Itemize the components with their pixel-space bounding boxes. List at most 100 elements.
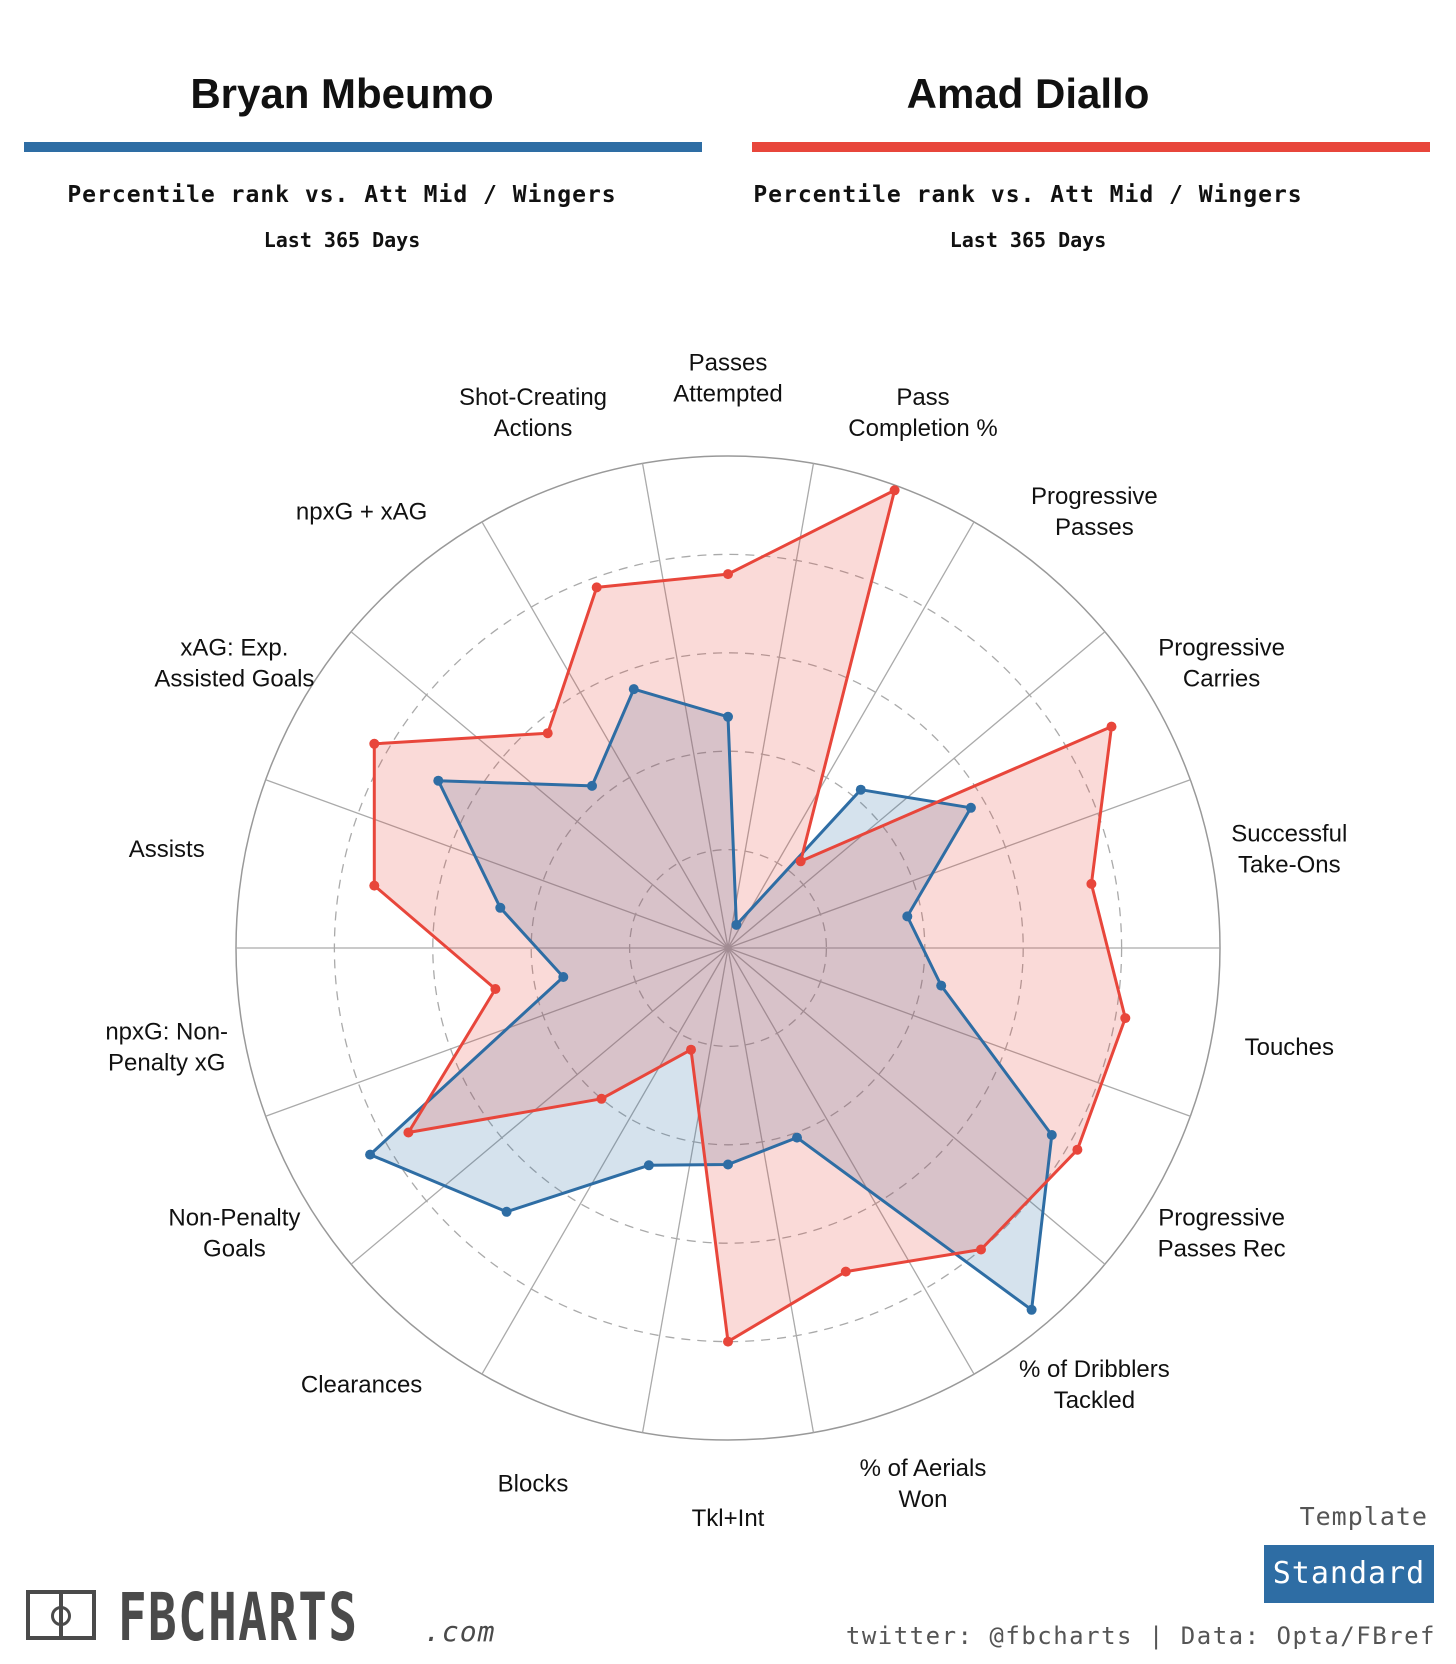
axis-label-line: Shot-Creating [459,384,607,411]
axis-label-line: Attempted [673,381,782,408]
axis-label-line: Goals [203,1236,266,1263]
series-point-1-2 [795,856,806,867]
radar-spoke [727,947,1191,1117]
right-player-name: Amad Diallo [906,70,1150,117]
axis-label-line: Pass [896,384,949,411]
axis-label-line: Tackled [1054,1387,1135,1414]
series-point-1-12 [403,1127,414,1138]
axis-label-line: Passes [689,350,768,377]
series-point-0-7 [1026,1304,1037,1315]
axis-label-line: Blocks [498,1471,569,1498]
axis-label: Pass Completion % [848,384,997,442]
axis-label: xAG: Exp. Assisted Goals [154,635,314,693]
series-point-1-6 [1072,1144,1083,1155]
radar-spoke [641,947,729,1433]
series-point-1-7 [976,1244,986,1255]
axis-label-line: Take-Ons [1238,852,1341,879]
series-point-0-15 [433,775,444,786]
axis-label-line: npxG: Non- [105,1019,228,1046]
axis-label-line: Successful [1231,821,1347,848]
axis-label-line: Progressive [1158,1205,1285,1232]
footer-credits: twitter: @fbcharts | Data: Opta/FBref [845,1622,1436,1650]
axis-label: Assists [129,836,205,863]
axis-label-line: Completion % [848,415,997,442]
series-point-1-1 [889,485,900,496]
radar-spoke [727,631,1106,949]
series-point-0-13 [558,972,569,982]
series-point-0-17 [628,684,639,695]
series-point-0-9 [723,1159,733,1170]
axis-label: Progressive Passes Rec [1158,1205,1286,1263]
logo-suffix: .com [424,1615,496,1648]
axis-label-line: Progressive [1158,635,1285,662]
axis-label: npxG + xAG [296,498,427,525]
radar-spoke [727,947,815,1433]
radar-spoke [727,463,815,949]
series-point-0-2 [855,784,866,795]
axis-label-line: Touches [1245,1034,1334,1061]
series-point-0-14 [495,902,506,913]
axis-label-line: Assists [129,836,205,863]
axis-label-line: xAG: Exp. [180,635,288,662]
series-area-1 [374,490,1126,1342]
radar-spoke [481,521,729,949]
series-point-0-1 [731,919,742,930]
axis-label: Touches [1245,1034,1334,1061]
axis-label-line: Passes Rec [1158,1236,1286,1263]
series-point-1-17 [591,582,602,593]
axis-label-line: npxG + xAG [296,498,427,525]
series-point-1-11 [596,1093,607,1104]
series-point-0-8 [792,1132,802,1143]
axis-label: Blocks [498,1471,569,1498]
series-point-0-11 [501,1206,512,1217]
series-point-1-8 [840,1266,851,1277]
series-point-0-4 [902,911,913,922]
radar-spoke [481,947,729,1375]
series-point-0-10 [643,1160,654,1171]
right-subtitle: Percentile rank vs. Att Mid / Wingers [753,182,1303,208]
series-point-0-5 [936,980,947,991]
axis-label-line: Non-Penalty [168,1205,300,1232]
axis-label: % of Dribblers Tackled [1019,1356,1170,1414]
pitch-icon [26,1590,96,1640]
axis-label: Passes Attempted [673,350,782,408]
right-period: Last 365 Days [949,228,1107,252]
left-period: Last 365 Days [263,228,421,252]
template-badge: Standard [1264,1545,1434,1603]
series-point-1-9 [723,1336,733,1347]
axis-label-line: Tkl+Int [692,1505,765,1532]
series-point-1-16 [542,728,553,739]
radar-spoke [350,947,729,1265]
series-point-0-0 [723,711,733,722]
left-player-bar [24,142,702,152]
template-label: Template [1299,1502,1428,1531]
axis-label: % of Aerials Won [860,1455,987,1513]
axis-label: Non-Penalty Goals [168,1205,300,1263]
series-point-0-12 [365,1149,376,1160]
radar-spoke [727,779,1191,949]
series-point-0-6 [1046,1130,1057,1140]
axis-label-line: % of Aerials [860,1455,987,1482]
series-point-1-14 [369,880,380,891]
radar-spoke [727,521,975,949]
axis-label-line: Progressive [1031,483,1158,510]
axis-label: Clearances [301,1372,422,1399]
axis-label-line: Assisted Goals [154,666,314,693]
right-player-bar [752,142,1430,152]
series-area-0 [370,689,1052,1310]
axis-label: Tkl+Int [692,1505,765,1532]
axis-label-line: Actions [494,415,573,442]
series-point-1-15 [369,738,380,749]
series-point-0-16 [587,780,597,791]
axis-label-line: Carries [1183,666,1260,693]
series-point-1-10 [686,1044,696,1055]
axis-label-line: Penalty xG [108,1050,225,1077]
left-player-name: Bryan Mbeumo [190,70,494,117]
radar-spoke [265,947,729,1117]
radar-spoke [265,779,729,949]
axis-label: Shot-Creating Actions [459,384,607,442]
radar-spoke [727,947,975,1375]
left-subtitle: Percentile rank vs. Att Mid / Wingers [67,182,617,208]
axis-label-line: % of Dribblers [1019,1356,1170,1383]
